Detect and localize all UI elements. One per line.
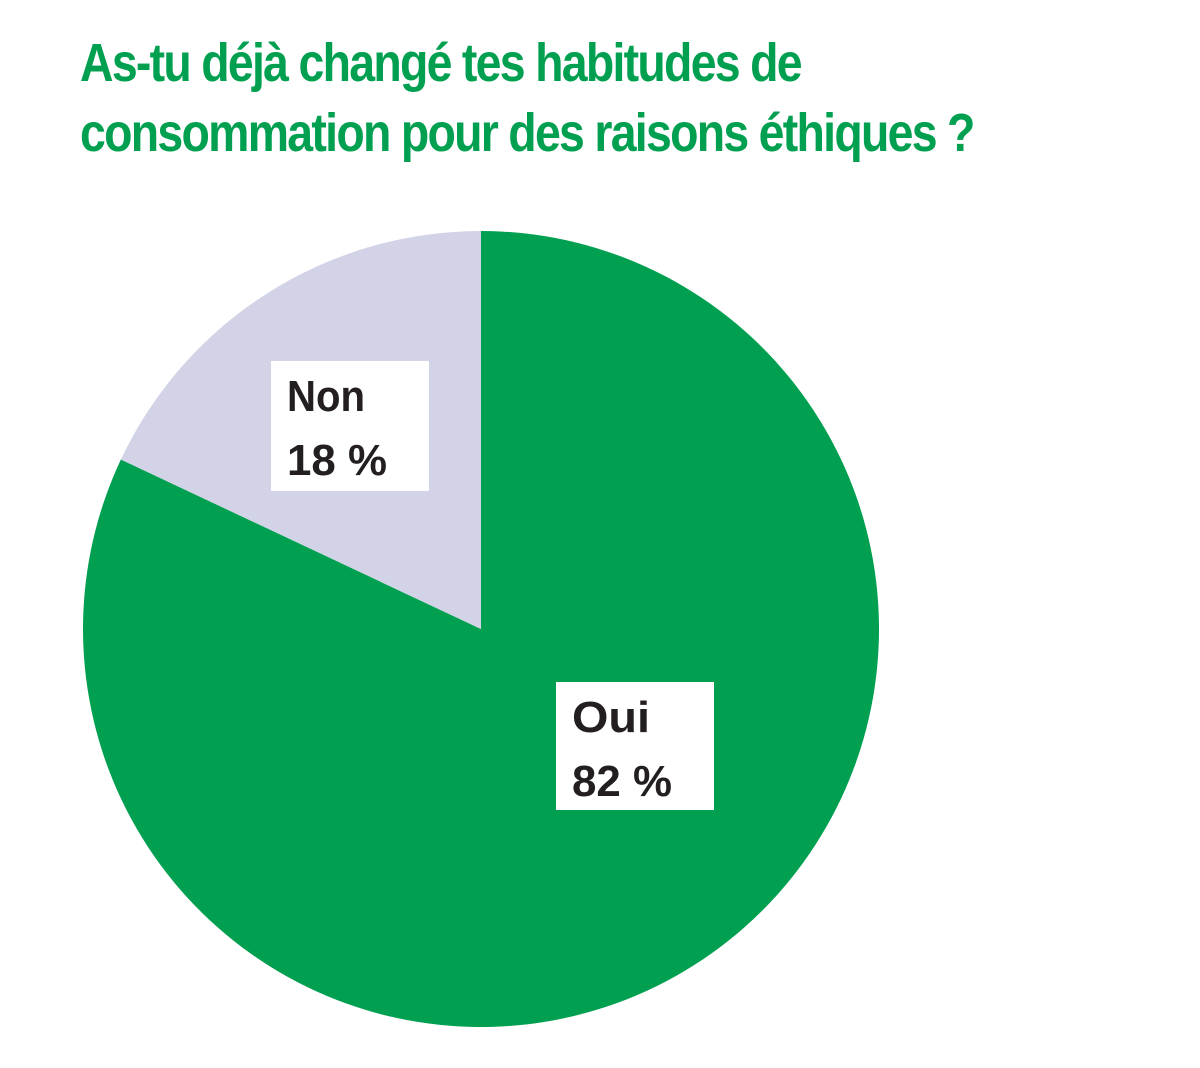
slice-label-box — [556, 682, 714, 810]
pie-labels: Oui 82 % Non 18 % — [271, 361, 714, 810]
slice-label-box — [271, 361, 429, 491]
chart-title: As-tu déjà changé tes habitudes de conso… — [80, 28, 1026, 168]
pie-slices — [83, 231, 880, 1027]
slice-label-name: Non — [287, 372, 365, 421]
chart-title-line-2: consommation pour des raisons éthiques ? — [80, 103, 975, 163]
slice-label-value: 82 % — [572, 757, 672, 806]
slice-label-name: Oui — [572, 693, 650, 742]
pie-slice-oui — [83, 231, 880, 1027]
chart-title-line-1: As-tu déjà changé tes habitudes de — [80, 33, 803, 93]
slice-label-non: Non 18 % — [271, 361, 429, 491]
slice-label-oui: Oui 82 % — [556, 682, 714, 810]
slice-label-value: 18 % — [287, 436, 387, 485]
